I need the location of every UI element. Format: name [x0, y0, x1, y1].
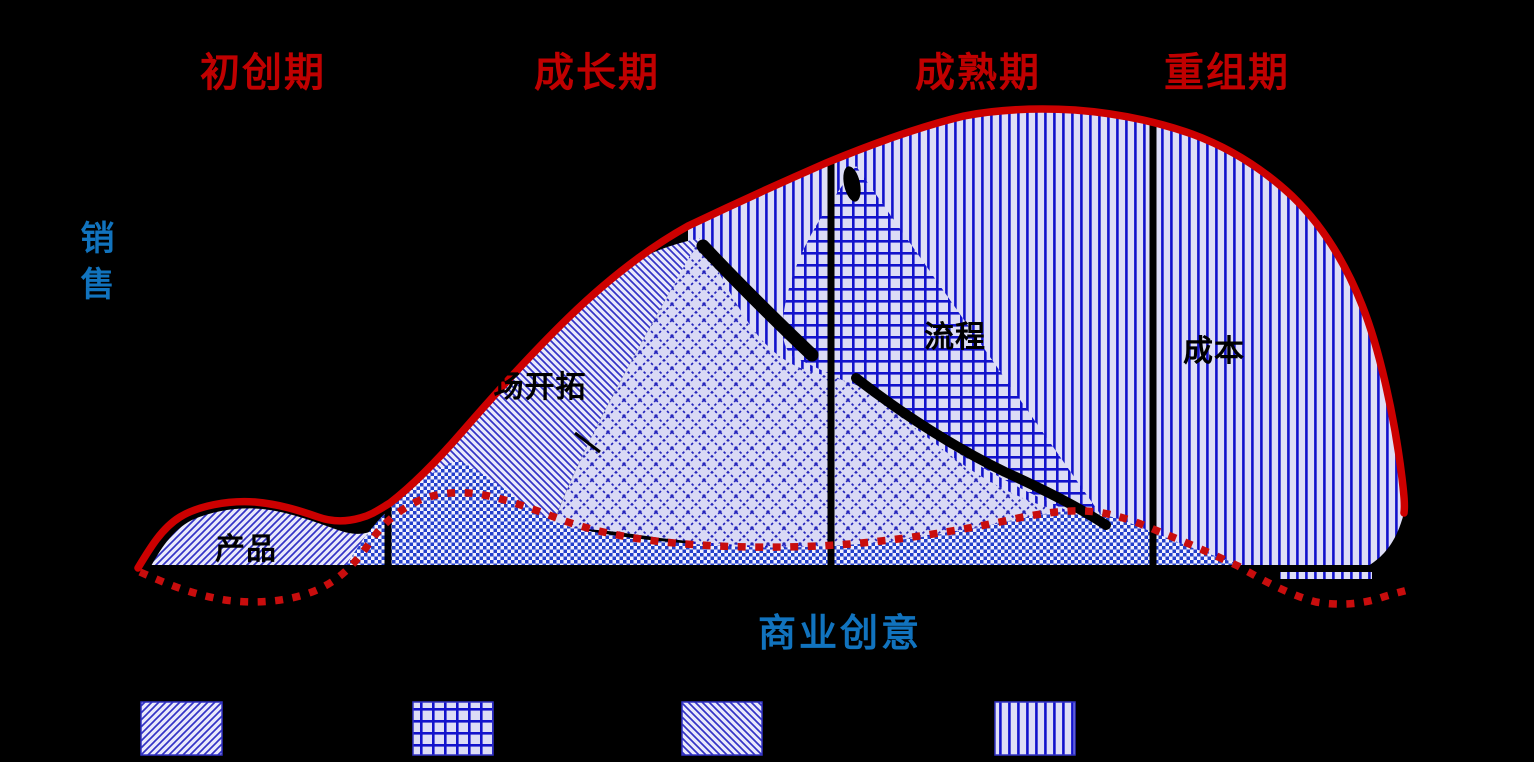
legend-swatch-diagonal-down	[681, 701, 763, 756]
market-development-region	[390, 238, 700, 527]
business-idea-curve	[138, 488, 1413, 608]
legend	[140, 701, 1076, 756]
product-region	[150, 508, 388, 568]
legend-swatch-vertical-lines	[994, 701, 1076, 756]
baseline-vlines-sliver	[1280, 572, 1372, 579]
idea-checker-strip	[345, 460, 1252, 568]
process-region	[782, 166, 1110, 528]
divider-1	[384, 498, 392, 571]
separator-band	[851, 373, 1111, 530]
legend-swatch-grid	[412, 701, 494, 756]
divider-2	[827, 160, 835, 571]
separator-teardrop	[843, 166, 861, 202]
divider-3	[1149, 115, 1157, 571]
separator-wedge	[696, 239, 819, 362]
legend-swatch-diagonal-up	[140, 701, 223, 756]
baseline	[138, 565, 1412, 573]
separator-dash	[574, 431, 601, 454]
sales-curve	[134, 105, 1409, 572]
